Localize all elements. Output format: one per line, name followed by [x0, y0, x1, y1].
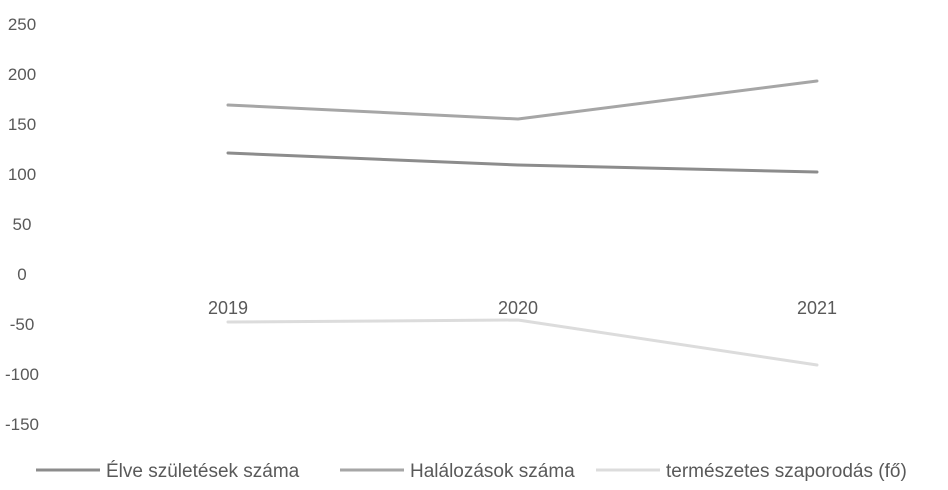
series-line-2: [226, 79, 819, 121]
category-labels: 2019 2020 2021: [208, 298, 837, 318]
legend: Élve születések száma Halálozások száma te…: [36, 461, 907, 482]
y-tick-label: 0: [17, 265, 26, 284]
series-line-3: [226, 318, 819, 367]
y-tick-label: -150: [5, 415, 39, 434]
legend-label: természetes szaporodás (fő): [666, 461, 907, 482]
series-line-1: [226, 151, 819, 174]
x-category-label: 2020: [498, 298, 538, 318]
y-tick-label: 150: [8, 115, 36, 134]
y-tick-label: 200: [8, 65, 36, 84]
y-tick-label: 50: [13, 215, 32, 234]
series-lines: [226, 79, 819, 367]
y-tick-label: -100: [5, 365, 39, 384]
x-category-label: 2021: [797, 298, 837, 318]
y-tick-label: 250: [8, 15, 36, 34]
legend-label: Élve születések száma: [106, 461, 300, 482]
y-tick-label: 100: [8, 165, 36, 184]
x-category-label: 2019: [208, 298, 248, 318]
legend-label: Halálozások száma: [410, 461, 575, 482]
y-tick-label: -50: [10, 315, 35, 334]
y-axis-ticks: 250 200 150 100 50 0 -50 -100 -150: [5, 15, 39, 434]
